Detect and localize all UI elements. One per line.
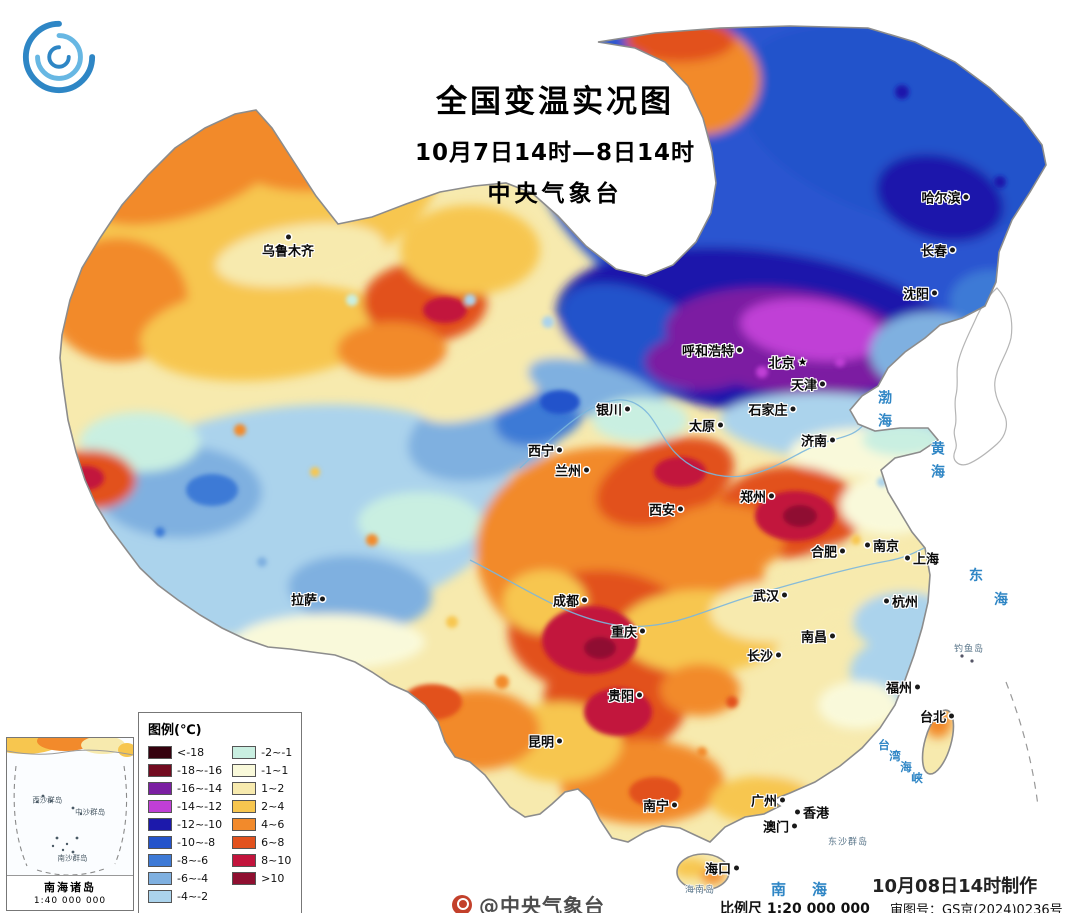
legend-item-label: -1~1: [261, 763, 289, 777]
legend-item-label: -8~-6: [177, 853, 209, 867]
sea-dash-line: [1005, 681, 1039, 807]
yangtze-river: [469, 547, 925, 628]
watermark-text: @中央气象台: [479, 894, 605, 913]
legend-item: 1~2: [232, 779, 292, 797]
legend-item-label: 1~2: [261, 781, 285, 795]
south-china-sea-inset: 西沙群岛中沙群岛南沙群岛 南海诸岛 1:40 000 000: [6, 737, 134, 911]
legend-swatch: [232, 835, 257, 849]
time-range: 10月7日14时—8日14时: [414, 140, 696, 166]
inset-coast-colors: [7, 738, 133, 757]
legend-swatch: [148, 745, 172, 759]
cma-logo: [20, 18, 98, 96]
legend-swatch: [232, 817, 257, 831]
legend-item-label: -16~-14: [177, 781, 223, 795]
legend-swatch: [232, 853, 257, 867]
legend-item-label: 2~4: [261, 799, 285, 813]
legend-item: <-18: [148, 743, 222, 761]
legend-columns: <-18 -18~-16 -16~-14 -14~-12 -12~-10 -10~-8 -8…: [148, 743, 292, 905]
map-approval-number: 审图号：GS京(2024)0236号: [890, 903, 1063, 913]
legend-item-label: -6~-4: [177, 871, 209, 885]
legend-item: >10: [232, 869, 292, 887]
watermark: @中央气象台: [452, 890, 605, 913]
legend-item-label: -2~-1: [261, 745, 293, 759]
legend-swatch: [148, 799, 172, 813]
legend-item-label: -10~-8: [177, 835, 216, 849]
legend-item: 4~6: [232, 815, 292, 833]
legend-swatch: [148, 817, 172, 831]
legend-item-label: 4~6: [261, 817, 285, 831]
inset-caption: 南海诸岛 1:40 000 000: [7, 875, 133, 910]
production-time: 10月08日14时制作: [872, 876, 1038, 897]
legend-item: -10~-8: [148, 833, 222, 851]
legend-panel: 图例(℃) <-18 -18~-16 -16~-14 -14~-12 -12~-10 -1…: [138, 712, 303, 913]
inset-island-label: 西沙群岛: [32, 795, 63, 805]
legend-swatch: [148, 871, 172, 885]
yellow-river: [519, 399, 865, 478]
inset-island-dots: [35, 794, 83, 854]
inset-scale: 1:40 000 000: [33, 896, 107, 906]
legend-item-label: 8~10: [261, 853, 292, 867]
legend-item: -6~-4: [148, 869, 222, 887]
map-header: 全国变温实况图 10月7日14时—8日14时 中央气象台: [305, 76, 805, 208]
legend-item: 2~4: [232, 797, 292, 815]
legend-swatch: [232, 799, 257, 813]
inset-map: [7, 738, 133, 878]
cma-logo-icon: [22, 20, 96, 94]
legend-item-label: >10: [261, 871, 285, 885]
legend-item: -16~-14: [148, 779, 222, 797]
legend-swatch: [232, 745, 257, 759]
inset-island-label: 南沙群岛: [57, 853, 88, 863]
legend-item-label: -18~-16: [177, 763, 223, 777]
legend-item: -12~-10: [148, 815, 222, 833]
inset-title: 南海诸岛: [44, 881, 96, 894]
legend-item: 8~10: [232, 851, 292, 869]
legend-column-cooling: <-18 -18~-16 -16~-14 -14~-12 -12~-10 -10~-8 -8…: [148, 743, 222, 905]
legend-item: -1~1: [232, 761, 292, 779]
legend-swatch: [148, 781, 172, 795]
legend-item-label: -14~-12: [177, 799, 223, 813]
legend-item-label: -12~-10: [177, 817, 223, 831]
page-title: 全国变温实况图: [436, 84, 674, 120]
legend-item-label: 6~8: [261, 835, 285, 849]
legend-swatch: [232, 871, 257, 885]
legend-item: -4~-2: [148, 887, 222, 905]
legend-item: -8~-6: [148, 851, 222, 869]
legend-item: -2~-1: [232, 743, 292, 761]
legend-item: 6~8: [232, 833, 292, 851]
inset-dash-boundary: [13, 765, 128, 876]
legend-item-label: <-18: [177, 745, 205, 759]
legend-swatch: [232, 781, 257, 795]
legend-item-label: -4~-2: [177, 889, 209, 903]
weibo-icon: [452, 894, 472, 913]
legend-swatch: [148, 835, 172, 849]
inset-island-label: 中沙群岛: [75, 807, 106, 817]
legend-swatch: [148, 889, 172, 903]
legend-swatch: [148, 853, 172, 867]
legend-item: -18~-16: [148, 761, 222, 779]
source-agency: 中央气象台: [487, 181, 623, 207]
legend-title: 图例(℃): [148, 723, 202, 738]
legend-column-warming: -2~-1 -1~1 1~2 2~4 4~6 6~8 8~10 >10: [232, 743, 292, 905]
diaoyu-islands-dots: [960, 654, 974, 663]
legend-swatch: [232, 763, 257, 777]
rivers: [469, 399, 925, 628]
legend-swatch: [148, 763, 172, 777]
legend-item: -14~-12: [148, 797, 222, 815]
korea-outline: [953, 287, 1013, 466]
map-scale-text: 比例尺 1:20 000 000: [720, 901, 870, 913]
